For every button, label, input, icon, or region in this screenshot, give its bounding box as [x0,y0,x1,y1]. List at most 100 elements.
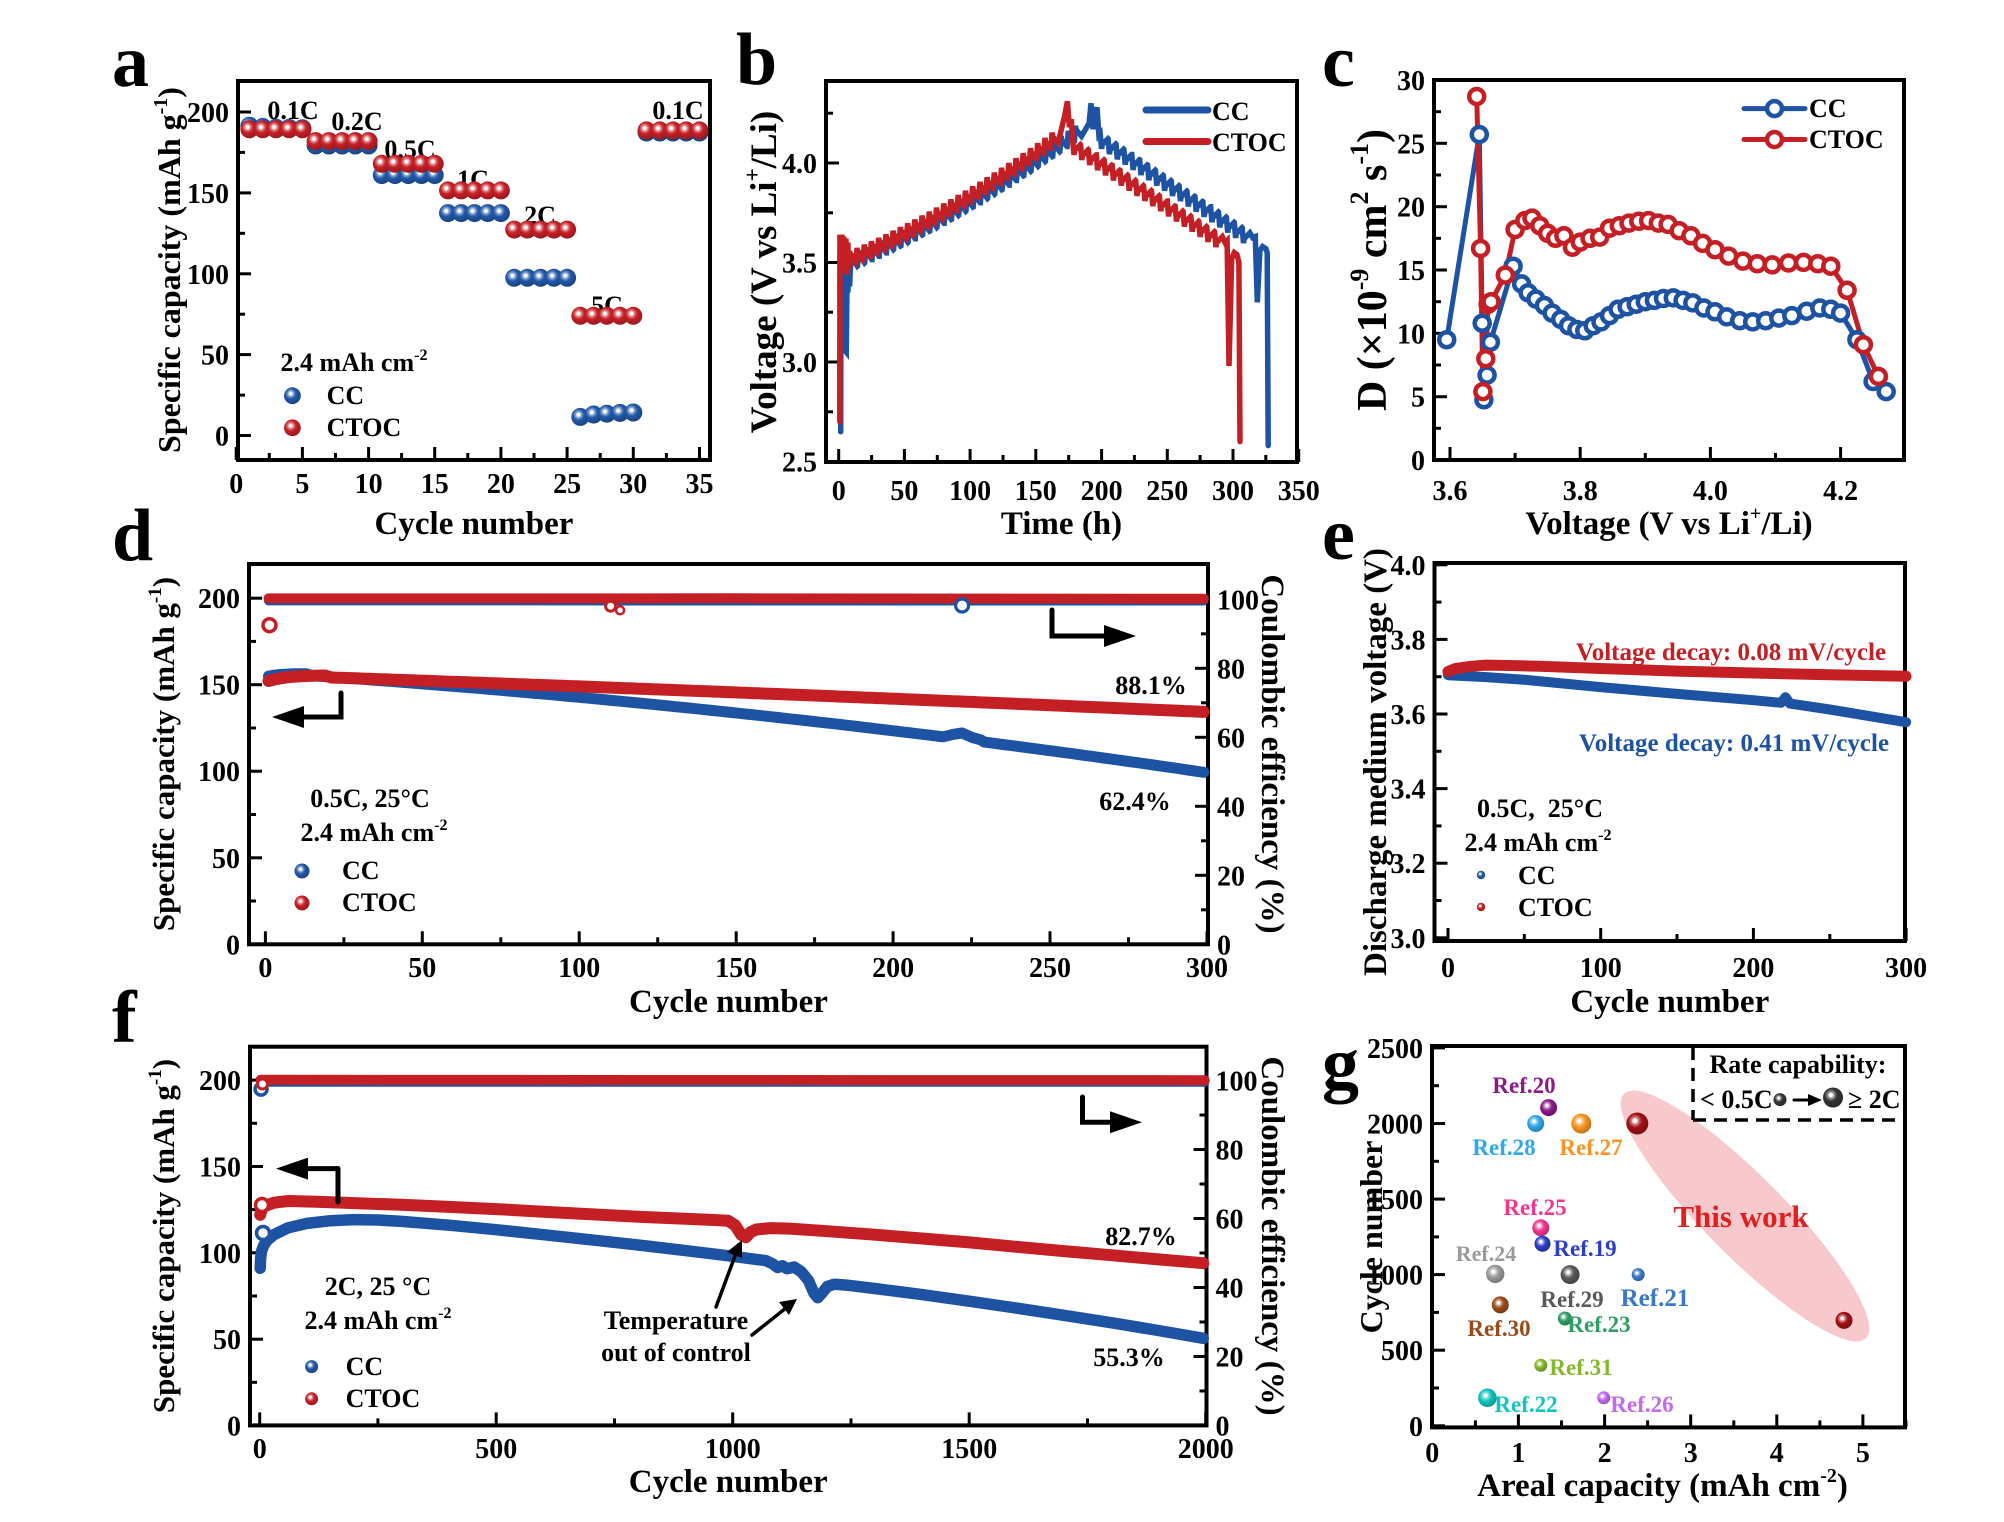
svg-text:0: 0 [1425,1438,1439,1469]
svg-text:100: 100 [199,1239,241,1270]
svg-text:300: 300 [1885,953,1927,984]
svg-text:0: 0 [1411,446,1425,477]
svg-text:1: 1 [1511,1438,1525,1469]
svg-text:Ref.27: Ref.27 [1559,1135,1622,1160]
svg-text:0: 0 [258,953,272,984]
svg-text:3.8: 3.8 [1563,476,1598,507]
svg-text:3.2: 3.2 [1391,849,1426,880]
svg-text:100: 100 [558,953,600,984]
svg-text:20: 20 [1217,861,1245,892]
svg-text:250: 250 [1146,476,1188,507]
svg-text:Ref.28: Ref.28 [1472,1135,1535,1160]
svg-text:Ref.22: Ref.22 [1494,1392,1557,1417]
svg-text:CTOC: CTOC [1518,893,1593,922]
svg-text:200: 200 [1732,953,1774,984]
svg-text:4.0: 4.0 [1391,551,1426,582]
svg-text:Ref.29: Ref.29 [1540,1287,1603,1312]
svg-text:300: 300 [1186,953,1228,984]
svg-text:15: 15 [1397,256,1425,287]
svg-text:2.4 mAh cm-2: 2.4 mAh cm-2 [305,1305,452,1335]
svg-text:350: 350 [1278,476,1320,507]
svg-text:2000: 2000 [1178,1434,1234,1465]
svg-text:CC: CC [346,1352,384,1381]
svg-text:3.0: 3.0 [782,348,817,379]
svg-text:100: 100 [949,476,991,507]
svg-text:Ref.26: Ref.26 [1610,1392,1673,1417]
svg-text:CC: CC [1518,861,1556,890]
svg-text:5: 5 [1411,383,1425,414]
svg-text:80: 80 [1217,654,1245,685]
svg-text:CTOC: CTOC [327,413,402,442]
svg-text:Ref.24: Ref.24 [1456,1241,1516,1266]
svg-text:Cycle number: Cycle number [629,984,828,1020]
svg-text:40: 40 [1216,1274,1244,1305]
svg-text:Ref.19: Ref.19 [1553,1236,1616,1261]
svg-text:62.4%: 62.4% [1099,787,1171,816]
svg-text:150: 150 [198,671,240,702]
svg-text:d: d [112,495,153,577]
svg-text:Cycle number: Cycle number [629,1464,828,1500]
svg-text:3.5: 3.5 [782,249,817,280]
svg-text:Specific capacity (mAh g-1): Specific capacity (mAh g-1) [145,577,181,931]
svg-text:0: 0 [1217,930,1231,961]
svg-text:5: 5 [1856,1438,1870,1469]
svg-text:82.7%: 82.7% [1105,1222,1177,1251]
svg-text:Voltage decay: 0.08 mV/cycle: Voltage decay: 0.08 mV/cycle [1576,639,1886,666]
svg-text:10: 10 [355,469,383,500]
svg-text:55.3%: 55.3% [1093,1343,1165,1372]
svg-text:c: c [1322,21,1355,103]
svg-text:3.8: 3.8 [1391,625,1426,656]
svg-text:2.4 mAh cm-2: 2.4 mAh cm-2 [1465,827,1612,857]
svg-text:150: 150 [199,1153,241,1184]
svg-text:50: 50 [408,953,436,984]
svg-text:This work: This work [1673,1199,1809,1234]
svg-text:CC: CC [1212,97,1250,126]
svg-text:Cycle number: Cycle number [375,506,574,542]
svg-text:20: 20 [1397,193,1425,224]
svg-text:3.6: 3.6 [1433,476,1468,507]
svg-text:300: 300 [1212,476,1254,507]
svg-text:200: 200 [199,1066,241,1097]
svg-text:20: 20 [487,469,515,500]
svg-text:100: 100 [198,757,240,788]
svg-text:50: 50 [201,341,229,372]
svg-text:Ref.25: Ref.25 [1503,1195,1566,1220]
svg-text:a: a [112,21,149,103]
svg-text:0: 0 [226,930,240,961]
svg-text:D (×10-9 cm2 s-1): D (×10-9 cm2 s-1) [1345,129,1396,411]
svg-text:Ref.20: Ref.20 [1492,1073,1555,1098]
svg-text:10: 10 [1397,319,1425,350]
svg-text:0: 0 [215,422,229,453]
svg-text:f: f [112,977,138,1059]
svg-text:4: 4 [1770,1438,1784,1469]
svg-text:30: 30 [1397,66,1425,97]
svg-text:Rate capability:: Rate capability: [1710,1050,1887,1079]
svg-text:500: 500 [1381,1336,1423,1367]
svg-text:Cycle number: Cycle number [1570,984,1769,1020]
svg-text:0: 0 [1441,953,1455,984]
svg-text:60: 60 [1216,1205,1244,1236]
svg-text:0: 0 [1216,1412,1230,1443]
svg-text:100: 100 [1580,953,1622,984]
svg-text:2500: 2500 [1367,1034,1423,1065]
svg-text:1500: 1500 [941,1434,997,1465]
svg-text:50: 50 [890,476,918,507]
svg-text:2.4 mAh cm-2: 2.4 mAh cm-2 [281,347,428,377]
svg-text:1000: 1000 [705,1434,761,1465]
svg-text:Cycle number: Cycle number [1353,1141,1389,1334]
svg-text:35: 35 [686,469,714,500]
svg-text:30: 30 [619,469,647,500]
svg-text:250: 250 [1029,953,1071,984]
svg-text:CTOC: CTOC [346,1384,421,1413]
svg-text:5: 5 [295,469,309,500]
svg-text:25: 25 [553,469,581,500]
svg-text:88.1%: 88.1% [1115,671,1187,700]
svg-text:100: 100 [1217,585,1259,616]
svg-text:200: 200 [1081,476,1123,507]
svg-text:2.5: 2.5 [782,448,817,479]
svg-text:4.0: 4.0 [1693,476,1728,507]
svg-text:1000: 1000 [1367,1261,1423,1292]
svg-text:Ref.31: Ref.31 [1549,1355,1612,1380]
svg-text:2: 2 [1598,1438,1612,1469]
svg-text:150: 150 [1015,476,1057,507]
